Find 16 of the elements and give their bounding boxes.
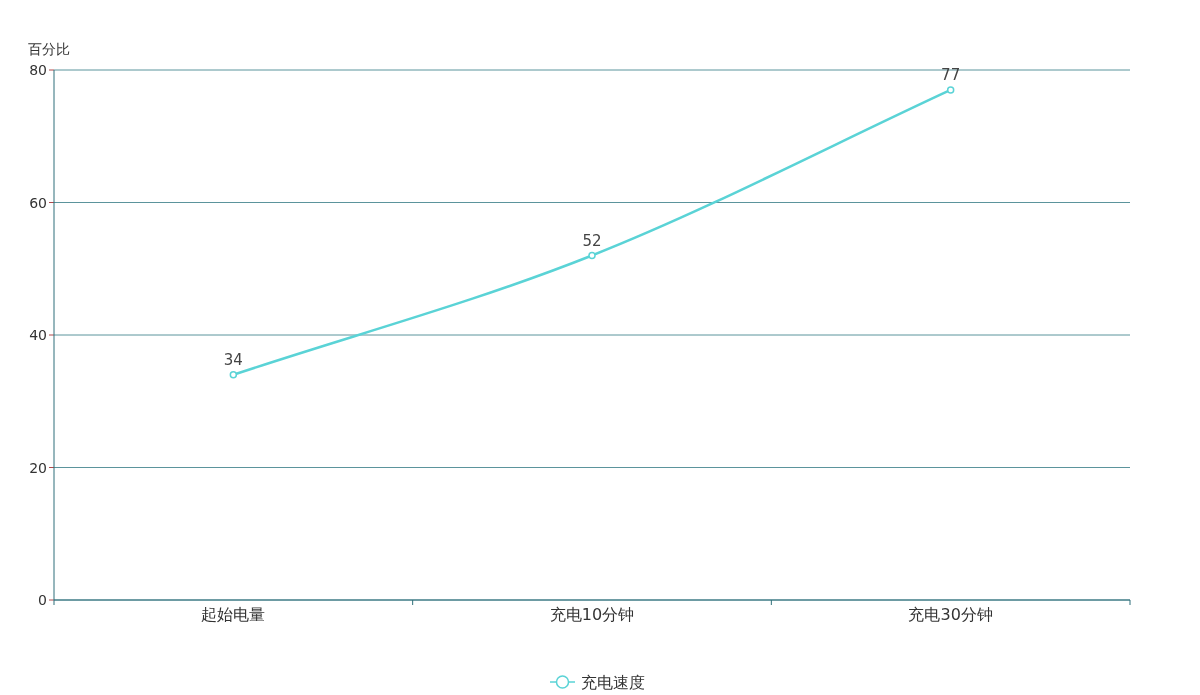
data-label: 52 xyxy=(582,231,602,250)
x-tick-label: 充电10分钟 xyxy=(549,605,635,624)
legend-label: 充电速度 xyxy=(581,673,645,692)
x-tick-label: 起始电量 xyxy=(201,605,266,624)
y-tick-label: 80 xyxy=(29,62,47,78)
point xyxy=(588,251,596,260)
data-label: 34 xyxy=(223,350,243,369)
point xyxy=(946,86,955,94)
y-tick-label: 60 xyxy=(29,194,47,211)
data-label: 77 xyxy=(941,65,961,84)
y-tick-label: 40 xyxy=(29,327,47,343)
y-axis-title: 百分比 xyxy=(28,41,70,57)
y-tick-label: 0 xyxy=(38,592,47,608)
point xyxy=(229,371,238,379)
x-tick-label: 充电30分钟 xyxy=(908,605,993,624)
y-tick-label: 20 xyxy=(29,459,47,476)
